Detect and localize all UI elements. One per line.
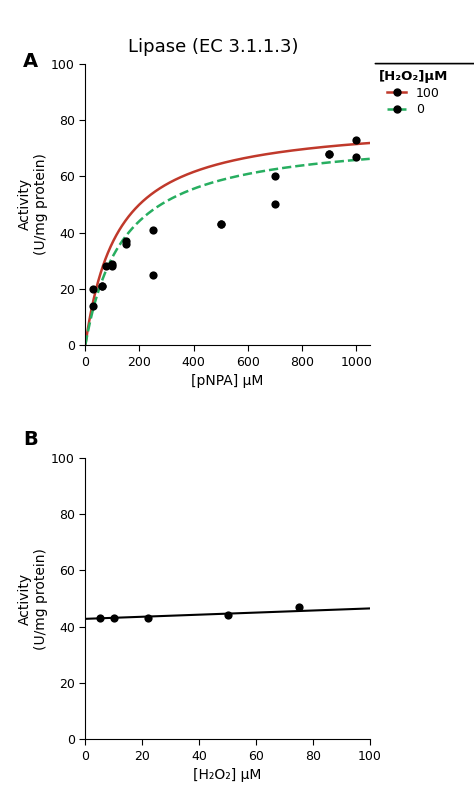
Point [122,235,130,247]
Point [149,269,157,281]
Point [217,218,225,231]
Point [271,170,279,183]
Point [144,612,152,625]
Point [109,257,116,270]
Point [96,612,103,625]
Point [122,238,130,250]
Point [149,223,157,236]
Point [352,134,360,146]
Point [110,612,118,625]
Point [217,218,225,231]
Point [224,609,231,622]
Point [98,280,105,293]
Point [109,260,116,273]
X-axis label: [H₂O₂] μM: [H₂O₂] μM [193,768,262,782]
X-axis label: [pNPA] μM: [pNPA] μM [191,374,264,388]
Point [90,282,97,295]
Text: A: A [23,52,38,72]
Point [325,147,333,160]
Point [352,150,360,163]
Point [271,198,279,211]
Point [98,280,105,293]
Title: Lipase (EC 3.1.1.3): Lipase (EC 3.1.1.3) [128,38,299,56]
Point [295,601,302,614]
Y-axis label: Activity
(U/mg protein): Activity (U/mg protein) [18,153,48,255]
Text: B: B [23,429,37,448]
Point [90,300,97,312]
Y-axis label: Activity
(U/mg protein): Activity (U/mg protein) [18,548,48,650]
Point [325,147,333,160]
Legend: 100, 0: 100, 0 [379,70,448,116]
Point [102,260,109,273]
